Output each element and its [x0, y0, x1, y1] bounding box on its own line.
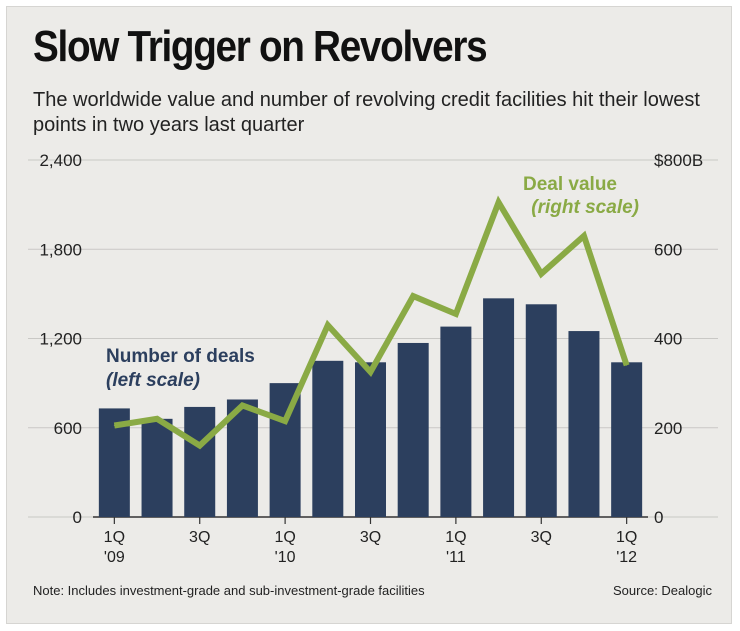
- bar-1q-10: [269, 383, 301, 517]
- bar-4q-10: [397, 342, 429, 517]
- x-tick-label: 1Q: [616, 529, 637, 546]
- deal-value-point: [199, 445, 201, 447]
- deal-value-point: [241, 404, 243, 406]
- x-tick-label: 3Q: [360, 529, 381, 546]
- bar-3q-09: [184, 406, 216, 517]
- right-tick-label: $800B: [654, 151, 703, 170]
- bar-2q-09: [141, 418, 173, 517]
- left-tick-label: 0: [73, 508, 82, 527]
- x-tick-label: 3Q: [531, 529, 552, 546]
- deal-value-point: [284, 420, 286, 422]
- deal-value-point: [455, 313, 457, 315]
- left-tick-label: 1,800: [39, 240, 82, 259]
- right-tick-label: 400: [654, 330, 682, 349]
- x-tick-label: 1Q: [445, 529, 466, 546]
- series-note-value: (right scale): [531, 197, 639, 218]
- deal-value-point: [327, 324, 329, 326]
- deal-value-point: [370, 371, 371, 373]
- deal-value-point: [156, 418, 158, 420]
- left-tick-label: 600: [54, 419, 82, 438]
- right-tick-label: 200: [654, 419, 682, 438]
- x-tick-year: '12: [616, 549, 637, 566]
- right-tick-label: 600: [654, 240, 682, 259]
- deal-value-point: [540, 273, 542, 275]
- deal-value-line: [113, 195, 630, 450]
- footnote: Note: Includes investment-grade and sub-…: [33, 583, 425, 598]
- x-tick-year: '09: [104, 549, 125, 566]
- bar-4q-11: [568, 331, 600, 517]
- series-note-deals: (left scale): [106, 370, 200, 391]
- x-tick-label: 1Q: [104, 529, 125, 546]
- x-tick-year: '11: [446, 549, 466, 566]
- x-tick-label: 3Q: [189, 529, 210, 546]
- chart-subtitle: The worldwide value and number of revolv…: [33, 89, 700, 136]
- bar-1q-11: [440, 326, 472, 517]
- deal-value-point: [498, 201, 500, 203]
- deal-count-bars: [98, 298, 643, 517]
- series-label-value: Deal value: [523, 174, 617, 195]
- x-tick-year: '10: [275, 549, 296, 566]
- chart-title: Slow Trigger on Revolvers: [33, 22, 488, 71]
- bar-2q-11: [483, 298, 515, 517]
- bar-2q-10: [312, 360, 344, 517]
- left-tick-label: 2,400: [39, 151, 82, 170]
- deal-value-point: [412, 295, 414, 297]
- left-tick-label: 1,200: [39, 330, 82, 349]
- bar-3q-10: [355, 362, 386, 517]
- bar-3q-11: [525, 304, 557, 517]
- x-tick-label: 1Q: [274, 529, 295, 546]
- source-credit: Source: Dealogic: [613, 583, 712, 598]
- axis-labels: 0 600 1,200 1,800 2,400 0 200 400 600 $800B 1Q '09 3…: [39, 151, 703, 566]
- right-tick-label: 0: [654, 508, 663, 527]
- deal-value-point: [113, 425, 115, 427]
- bar-1q-12: [611, 362, 643, 517]
- series-label-deals: Number of deals: [106, 346, 255, 367]
- deal-value-point: [583, 235, 585, 237]
- deal-value-point: [626, 364, 628, 366]
